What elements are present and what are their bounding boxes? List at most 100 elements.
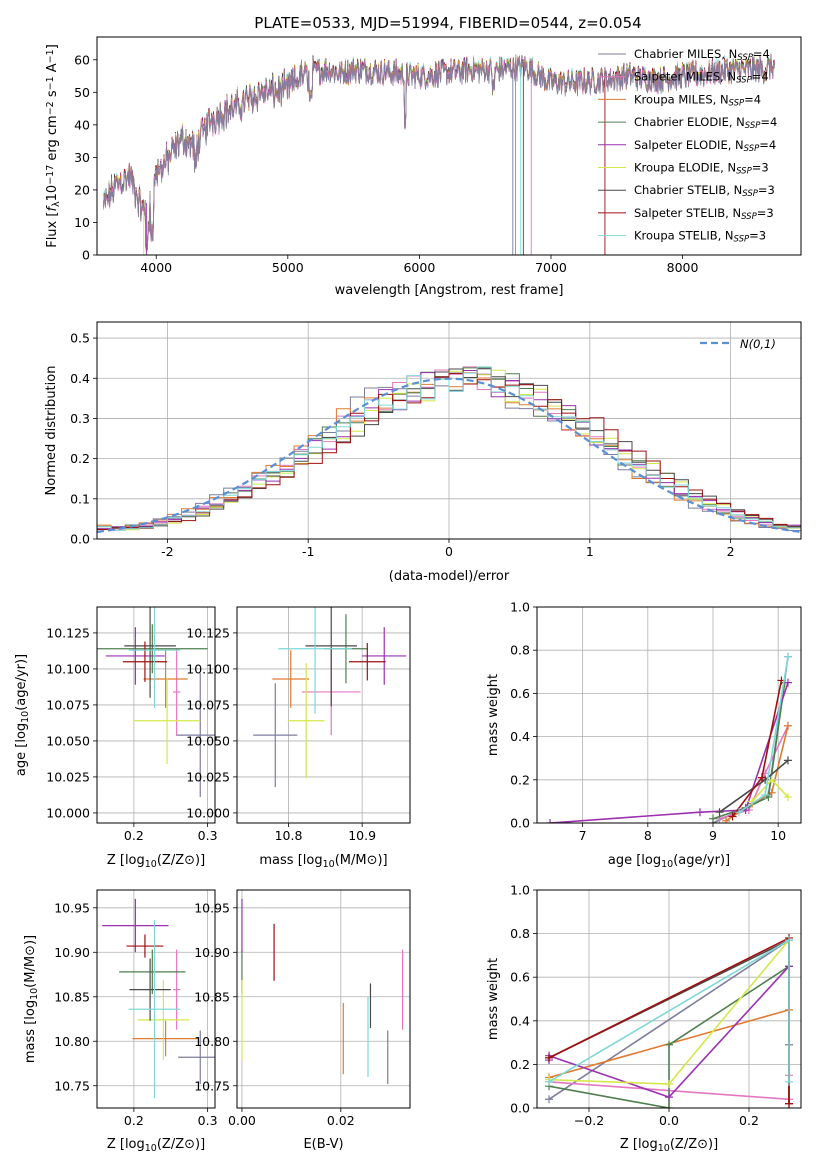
y-axis-label: mass [log10(M/M⊙)] bbox=[23, 935, 40, 1063]
y-tick-label: 0.2 bbox=[70, 451, 90, 466]
y-tick-label: 0.2 bbox=[510, 772, 530, 787]
legend-label-text: Salpeter ELODIE, N bbox=[634, 138, 744, 152]
axes-frame bbox=[536, 606, 802, 824]
legend-label-sub: SSP bbox=[742, 189, 758, 199]
plus-marker bbox=[695, 808, 704, 817]
normal-reference-curve bbox=[97, 377, 801, 534]
x-tick-label: 2 bbox=[727, 544, 735, 559]
plus-marker bbox=[715, 808, 724, 817]
legend-label: Kroupa MILES, NSSP=4 bbox=[634, 92, 761, 108]
axis-label-part: 10 bbox=[658, 1143, 670, 1154]
legend-label-sub: SSP bbox=[729, 99, 745, 109]
legend-label: N(0,1) bbox=[740, 337, 776, 351]
legend-label-sub: SSP bbox=[736, 167, 752, 177]
page-title: PLATE=0533, MJD=51994, FIBERID=0544, z=0… bbox=[254, 14, 641, 32]
axis-label-part: Z [log bbox=[107, 1137, 145, 1152]
y-tick-label: 0.2 bbox=[510, 1057, 530, 1072]
y-tick-label: 0.0 bbox=[70, 532, 90, 547]
y-tick-label: 10.75 bbox=[54, 1078, 90, 1093]
legend-label-value: =3 bbox=[758, 183, 775, 197]
x-tick-label: 8000 bbox=[667, 260, 699, 275]
y-axis-label-part: f bbox=[45, 205, 60, 212]
legend-label-value: =4 bbox=[744, 92, 761, 106]
residuals-axes bbox=[93, 322, 801, 543]
legend-label: Salpeter MILES, NSSP=4 bbox=[634, 70, 769, 86]
age_vs_Z-axes bbox=[93, 607, 215, 827]
legend-label-value: =4 bbox=[760, 115, 777, 129]
x-tick-label: 0.2 bbox=[739, 1113, 759, 1128]
legend-label-value: =4 bbox=[752, 70, 769, 84]
axis-label-part: (Z/Z⊙)] bbox=[157, 853, 205, 868]
spectrum-plot-area bbox=[103, 52, 776, 255]
x-axis-label: Z [log10(Z/Z⊙)] bbox=[107, 853, 205, 870]
legend-label: Chabrier MILES, NSSP=4 bbox=[634, 47, 770, 63]
age_vs_mass-axes bbox=[233, 607, 410, 827]
y-axis-label-part: −1 bbox=[45, 76, 56, 90]
x-axis-label: age [log10(age/yr)] bbox=[608, 853, 730, 870]
legend-label-value: =3 bbox=[749, 229, 766, 243]
y-tick-label: 0.8 bbox=[510, 643, 530, 658]
y-tick-label: 0.6 bbox=[510, 970, 530, 985]
x-tick-label: -2 bbox=[161, 544, 173, 559]
legend-label-sub: SSP bbox=[741, 212, 757, 222]
y-axis-label: mass weight bbox=[486, 958, 501, 1040]
y-tick-label: 10.100 bbox=[46, 661, 90, 676]
plus-marker bbox=[665, 1080, 673, 1089]
x-tick-label: 4000 bbox=[140, 260, 172, 275]
axis-label-part: (age/yr)] bbox=[14, 654, 29, 711]
legend-label-sub: SSP bbox=[745, 121, 761, 131]
x-tick-label: 1 bbox=[586, 544, 594, 559]
y-tick-label: 0.4 bbox=[70, 371, 90, 386]
y-tick-label: 10.80 bbox=[54, 1034, 90, 1049]
mass-weight-line-3 bbox=[548, 965, 790, 1108]
mass_weight_vs_age-plot-area bbox=[546, 652, 792, 823]
plus-marker bbox=[785, 1077, 793, 1086]
legend-label: Chabrier ELODIE, NSSP=4 bbox=[634, 115, 777, 131]
legend-label: Salpeter ELODIE, NSSP=4 bbox=[634, 138, 776, 154]
x-tick-label: 9 bbox=[709, 828, 717, 843]
y-axis-label-part: −17 bbox=[45, 165, 56, 185]
axis-label-part: mass [log bbox=[23, 1000, 38, 1063]
x-tick-label: 6000 bbox=[403, 260, 435, 275]
legend-label-text: Kroupa MILES, N bbox=[634, 92, 729, 106]
mass_vs_Z-axes bbox=[93, 890, 215, 1112]
x-tick-label: 10 bbox=[770, 828, 786, 843]
axis-label-part: 10 bbox=[661, 859, 673, 870]
x-axis-label: mass [log10(M/M⊙)] bbox=[259, 853, 387, 870]
x-tick-label: 0.2 bbox=[124, 828, 144, 843]
y-tick-label: 10.075 bbox=[46, 697, 90, 712]
y-tick-label: 10.125 bbox=[186, 625, 230, 640]
x-tick-label: 10.9 bbox=[348, 828, 376, 843]
axes-frame bbox=[536, 889, 802, 1109]
plus-marker bbox=[783, 652, 792, 661]
plus-marker bbox=[665, 1040, 673, 1049]
x-tick-label: −0.2 bbox=[574, 1113, 604, 1128]
spectrum-line-1 bbox=[103, 57, 776, 253]
y-tick-label: 20 bbox=[74, 182, 90, 197]
axes-frame bbox=[236, 889, 411, 1109]
mass_vs_EBV-axes bbox=[233, 890, 410, 1112]
x-axis-label: Z [log10(Z/Z⊙)] bbox=[620, 1137, 718, 1154]
legend-label-text: Kroupa ELODIE, N bbox=[634, 161, 736, 175]
y-axis-label-part: A bbox=[45, 63, 60, 76]
x-tick-label: 0 bbox=[445, 544, 453, 559]
y-tick-label: 10.85 bbox=[194, 989, 230, 1004]
y-tick-label: 10.025 bbox=[186, 769, 230, 784]
axes-frame bbox=[96, 889, 216, 1109]
legend-label-value: =3 bbox=[752, 161, 769, 175]
y-tick-label: 10.000 bbox=[46, 805, 90, 820]
plus-marker bbox=[545, 1077, 553, 1086]
y-axis-label-part: s bbox=[45, 90, 60, 101]
plus-marker bbox=[785, 936, 793, 945]
y-axis-label-part: ] bbox=[45, 44, 60, 49]
y-tick-label: 0.0 bbox=[510, 816, 530, 831]
y-tick-label: 0.4 bbox=[510, 729, 530, 744]
plus-marker bbox=[545, 1053, 553, 1062]
plus-marker bbox=[783, 721, 792, 730]
axis-label-part: 10 bbox=[20, 711, 31, 723]
y-tick-label: 10.95 bbox=[194, 900, 230, 915]
axis-label-part: (Z/Z⊙)] bbox=[157, 1137, 205, 1152]
legend-label-sub: SSP bbox=[744, 144, 760, 154]
plus-marker bbox=[665, 1104, 673, 1108]
